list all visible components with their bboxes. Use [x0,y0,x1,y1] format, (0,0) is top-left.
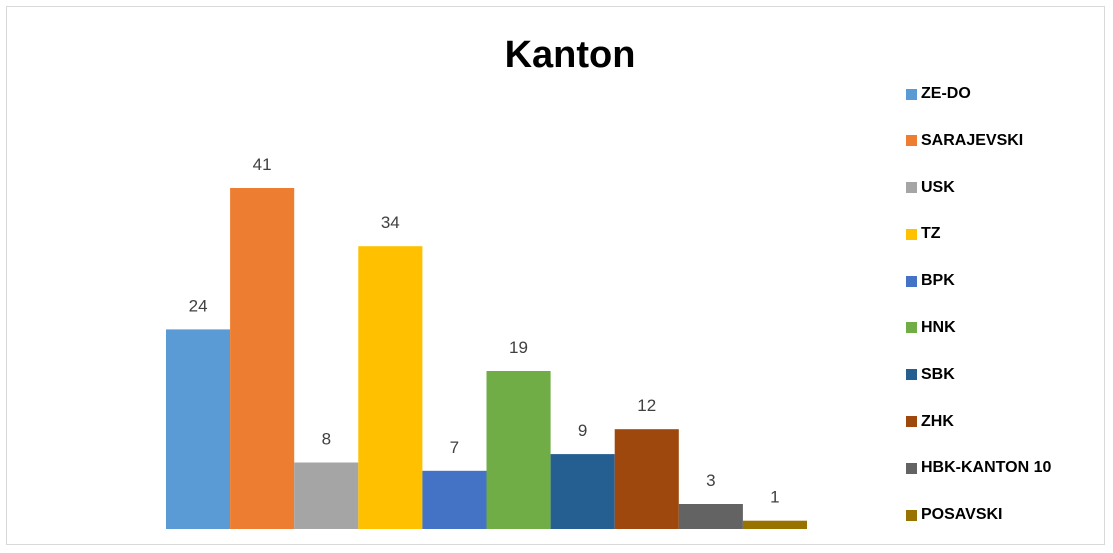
legend-swatch [906,135,917,147]
legend-label: ZE-DO [921,85,971,102]
legend-item: ZHK [906,412,1106,432]
bar-hnk [486,371,551,529]
data-label: 24 [189,296,208,315]
legend-label: HNK [921,318,956,336]
legend-swatch [906,228,917,240]
legend-label: BPK [921,272,955,290]
legend-item: BPK [906,271,1106,291]
chart-title: Kanton [504,34,636,76]
legend-item: HNK [906,318,1106,338]
bar-tz [358,246,423,529]
legend-swatch [906,369,917,381]
data-label: 19 [509,338,528,357]
legend-label: SARAJEVSKI [921,131,1024,149]
bar-bpk [422,470,487,529]
bar-ze-do [166,329,231,529]
bar-sarajevski [230,188,295,529]
legend-swatch [906,416,917,428]
legend-item: SARAJEVSKI [906,131,1106,151]
legend-label: SBK [921,365,955,383]
legend-label: HBK-KANTON 10 [921,459,1052,477]
data-label: 7 [450,438,459,457]
data-label: 3 [706,471,715,490]
data-label: 12 [637,396,656,415]
legend-item: ZE-DO [906,84,1106,104]
legend-label: POSAVSKI [921,506,1003,524]
legend-swatch [906,182,917,194]
legend-swatch [906,509,917,521]
legend-item: USK [906,178,1106,198]
legend-label: USK [921,178,955,196]
legend-label: TZ [921,225,941,243]
legend-swatch [906,275,917,287]
legend-item: POSAVSKI [906,505,1106,525]
legend-item: HBK-KANTON 10 [906,458,1106,478]
bar-usk [294,462,359,529]
legend-label: ZHK [921,412,954,430]
legend-item: TZ [906,224,1106,244]
data-label: 9 [578,421,587,440]
legend-swatch [906,322,917,334]
legend-swatch [906,462,917,474]
bar-hbk-kanton-10 [678,504,743,529]
legend-item: SBK [906,365,1106,385]
data-label: 1 [770,488,779,507]
bar-zhk [614,429,679,529]
chart-legend: ZE-DO SARAJEVSKI USK TZ BPK HNK SBK ZHK HBK-KANT… [906,84,1106,552]
data-label: 41 [253,155,272,174]
data-label: 8 [322,430,331,449]
bar-sbk [550,454,615,529]
legend-swatch [906,88,917,100]
bar-posavski [742,520,807,529]
data-label: 34 [381,213,400,232]
